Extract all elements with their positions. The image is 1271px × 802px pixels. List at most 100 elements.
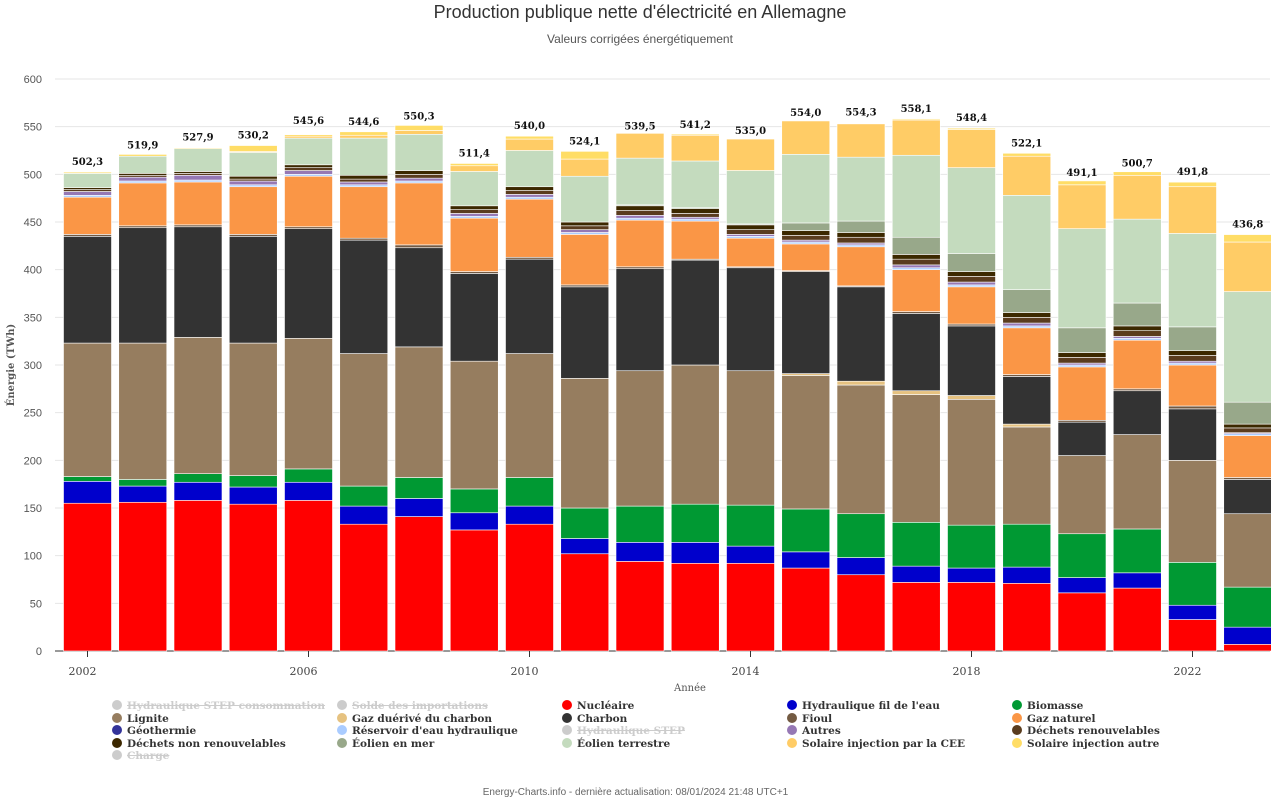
legend-label: Hydraulique STEP consommation [127, 700, 326, 712]
legend-dot-icon [112, 725, 122, 735]
legend-dot-icon [787, 712, 797, 723]
bar-segment [63, 502, 112, 652]
bar-segment [1057, 357, 1107, 364]
bar-segment [1168, 604, 1217, 620]
bar-segment [836, 246, 886, 287]
bar-segment [670, 503, 720, 543]
bar-segment [449, 512, 499, 531]
y-tick-label: 150 [24, 503, 42, 515]
bar-segment [947, 399, 996, 526]
legend-item[interactable]: Réservoir d'eau hydraulique [337, 725, 518, 737]
legend-item[interactable]: Charbon [562, 712, 627, 725]
bar-segment [560, 378, 610, 509]
legend-item[interactable]: Solde des importations [337, 700, 488, 712]
bar-segment [726, 237, 775, 268]
legend-label: Déchets renouvelables [1027, 725, 1160, 737]
bar-segment [118, 176, 168, 182]
legend-item[interactable]: Éolien terrestre [562, 737, 670, 750]
total-label: 436,8 [1232, 220, 1263, 231]
y-tick-label: 50 [30, 598, 42, 610]
bar-segment [947, 286, 996, 325]
total-label: 502,3 [72, 157, 103, 168]
legend-item[interactable]: Lignite [112, 712, 169, 725]
legend-item[interactable]: Autres [787, 725, 841, 737]
legend-item[interactable]: Gaz duérivé du charbon [337, 712, 492, 725]
total-label: 530,2 [238, 131, 269, 142]
bar-segment [560, 158, 610, 177]
total-labels: 502,3 519,9 527,9 530,2 545,6 544,6 550,3 511,4… [72, 104, 1264, 231]
bar-segment [1223, 234, 1271, 243]
legend-item[interactable]: Solaire injection autre [1012, 737, 1159, 750]
legend-item[interactable]: Biomasse [1012, 700, 1083, 712]
legend-item[interactable]: Éolien en mer [337, 737, 434, 750]
bar-segment [781, 508, 831, 553]
legend-item[interactable]: Nucléaire [562, 700, 634, 712]
total-label: 545,6 [293, 116, 324, 127]
legend-item[interactable]: Hydraulique STEP consommation [112, 700, 325, 712]
bar-segment [284, 338, 333, 470]
bar-segment [449, 529, 499, 652]
bar-segment [1057, 184, 1107, 229]
bar-segment [836, 220, 886, 233]
bar-segment [670, 364, 720, 505]
bar-segment [1112, 325, 1162, 331]
y-tick-labels: 0 50 100 150 200 250 300 350 400 450 500 550 600 [24, 74, 42, 658]
bar-segment [891, 269, 941, 312]
bar-segment [670, 562, 720, 652]
bar-segment [891, 258, 941, 266]
bar-segment [228, 236, 278, 344]
bar-segment [1002, 155, 1052, 196]
bar-segment [505, 523, 554, 652]
bar-segment [228, 342, 278, 476]
bar-segment [615, 505, 665, 543]
stacked-bar-chart: Production publique nette d'électricité … [5, 2, 1271, 694]
legend-item[interactable]: Géothermie [112, 725, 196, 737]
legend-label: Fioul [802, 712, 833, 725]
bar-segment [173, 147, 223, 149]
bar-segment [118, 342, 168, 480]
legend-item[interactable]: Solaire injection par la CEE [787, 737, 965, 750]
bar-segment [284, 164, 333, 168]
bar-segment [670, 542, 720, 564]
legend-dot-icon [112, 750, 122, 760]
total-label: 527,9 [182, 133, 213, 144]
chart-title: Production publique nette d'électricité … [434, 2, 847, 22]
y-axis-label: Énergie (TWh) [5, 324, 17, 407]
bar-segment [781, 271, 831, 374]
legend-item[interactable]: Hydraulique STEP [562, 725, 685, 737]
legend-item[interactable]: Fioul [787, 712, 833, 725]
bar-segment [173, 481, 223, 501]
bar-segment [505, 135, 554, 140]
bar-segment [726, 562, 775, 652]
bar-segment [1112, 434, 1162, 530]
bar-segment [228, 486, 278, 505]
y-tick-label: 450 [24, 217, 42, 229]
legend-dot-icon [1012, 737, 1022, 748]
total-label: 519,9 [127, 140, 158, 151]
legend-dot-icon [337, 712, 347, 723]
bar-segment [836, 123, 886, 158]
bar-segment [560, 221, 610, 227]
x-tick-label: 2018 [953, 665, 981, 678]
bar-segment [1223, 513, 1271, 588]
bar-segment [1002, 317, 1052, 324]
legend-item[interactable]: Charge [112, 750, 169, 762]
total-label: 539,5 [624, 122, 655, 133]
total-label: 540,0 [514, 121, 545, 132]
legend-label: Réservoir d'eau hydraulique [352, 725, 518, 737]
bar-segment [947, 127, 996, 130]
legend-item[interactable]: Déchets non renouvelables [112, 737, 286, 750]
bar-segment [1057, 533, 1107, 578]
total-label: 500,7 [1122, 159, 1153, 170]
legend-label: Biomasse [1027, 700, 1084, 712]
x-tick-label: 2014 [732, 665, 760, 678]
bar-segment [505, 505, 554, 525]
legend-item[interactable]: Déchets renouvelables [1012, 725, 1160, 737]
bar-segment [339, 181, 389, 186]
legend-item[interactable]: Hydraulique fil de l'eau [787, 700, 940, 712]
legend-item[interactable]: Gaz naturel [1012, 712, 1096, 725]
bar-segment [339, 239, 389, 354]
bar-segment [781, 120, 831, 155]
bar-segment [63, 191, 112, 196]
bar-segment [726, 170, 775, 225]
